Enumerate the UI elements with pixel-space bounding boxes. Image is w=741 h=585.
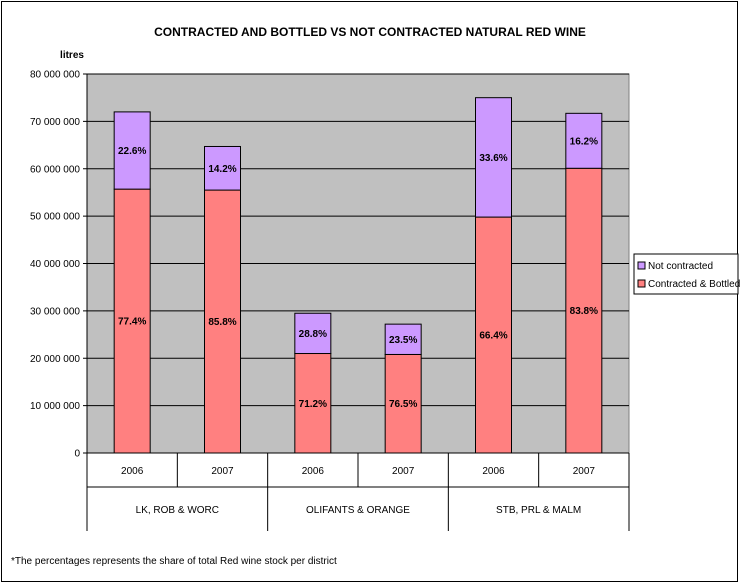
y-axis-label: litres (60, 50, 84, 61)
data-label: 23.5% (389, 335, 417, 346)
data-label: 71.2% (299, 399, 327, 410)
data-label: 14.2% (208, 164, 236, 175)
x-tick-label: 2006 (302, 466, 325, 477)
y-tick-label: 30 000 000 (30, 306, 80, 317)
y-tick-label: 70 000 000 (30, 117, 80, 128)
bar-contracted-bottled (204, 189, 241, 454)
chart-title: CONTRACTED AND BOTTLED VS NOT CONTRACTED… (154, 25, 586, 39)
x-tick-label: 2007 (211, 466, 234, 477)
y-tick-label: 10 000 000 (30, 401, 80, 412)
bar-not-contracted (565, 112, 603, 169)
x-group-label: STB, PRL & MALM (496, 505, 581, 516)
bar-contracted-bottled (384, 353, 422, 454)
legend-label: Contracted & Bottled (648, 279, 740, 290)
bar-not-contracted (475, 97, 512, 218)
y-tick-label: 80 000 000 (30, 70, 80, 81)
bar-contracted-bottled (565, 167, 603, 454)
data-label: 85.8% (208, 317, 236, 328)
x-group-label: LK, ROB & WORC (136, 505, 219, 516)
data-label: 77.4% (118, 317, 146, 328)
bar-not-contracted (294, 312, 332, 355)
y-tick-label: 20 000 000 (30, 354, 80, 365)
bar-not-contracted (113, 111, 151, 190)
bar-contracted-bottled (113, 188, 151, 454)
y-tick-label: 60 000 000 (30, 164, 80, 175)
y-tick-label: 0 (74, 449, 80, 460)
bar-contracted-bottled (475, 216, 512, 454)
x-tick-label: 2007 (392, 466, 415, 477)
bar-not-contracted (384, 323, 422, 355)
x-tick-label: 2007 (573, 466, 596, 477)
x-tick-label: 2006 (482, 466, 505, 477)
data-label: 66.4% (479, 331, 507, 342)
y-tick-label: 50 000 000 (30, 212, 80, 223)
footnote: *The percentages represents the share of… (11, 556, 337, 567)
data-label: 33.6% (479, 153, 507, 164)
data-label: 22.6% (118, 146, 146, 157)
x-group-label: OLIFANTS & ORANGE (306, 505, 410, 516)
x-tick-label: 2006 (121, 466, 144, 477)
data-label: 83.8% (570, 306, 598, 317)
legend-swatch (637, 261, 646, 270)
data-label: 76.5% (389, 399, 417, 410)
legend-swatch (637, 279, 646, 288)
legend (633, 253, 739, 295)
legend-label: Not contracted (648, 261, 713, 272)
y-tick-label: 40 000 000 (30, 259, 80, 270)
bar-not-contracted (204, 145, 241, 191)
data-label: 16.2% (570, 136, 598, 147)
data-label: 28.8% (299, 329, 327, 340)
